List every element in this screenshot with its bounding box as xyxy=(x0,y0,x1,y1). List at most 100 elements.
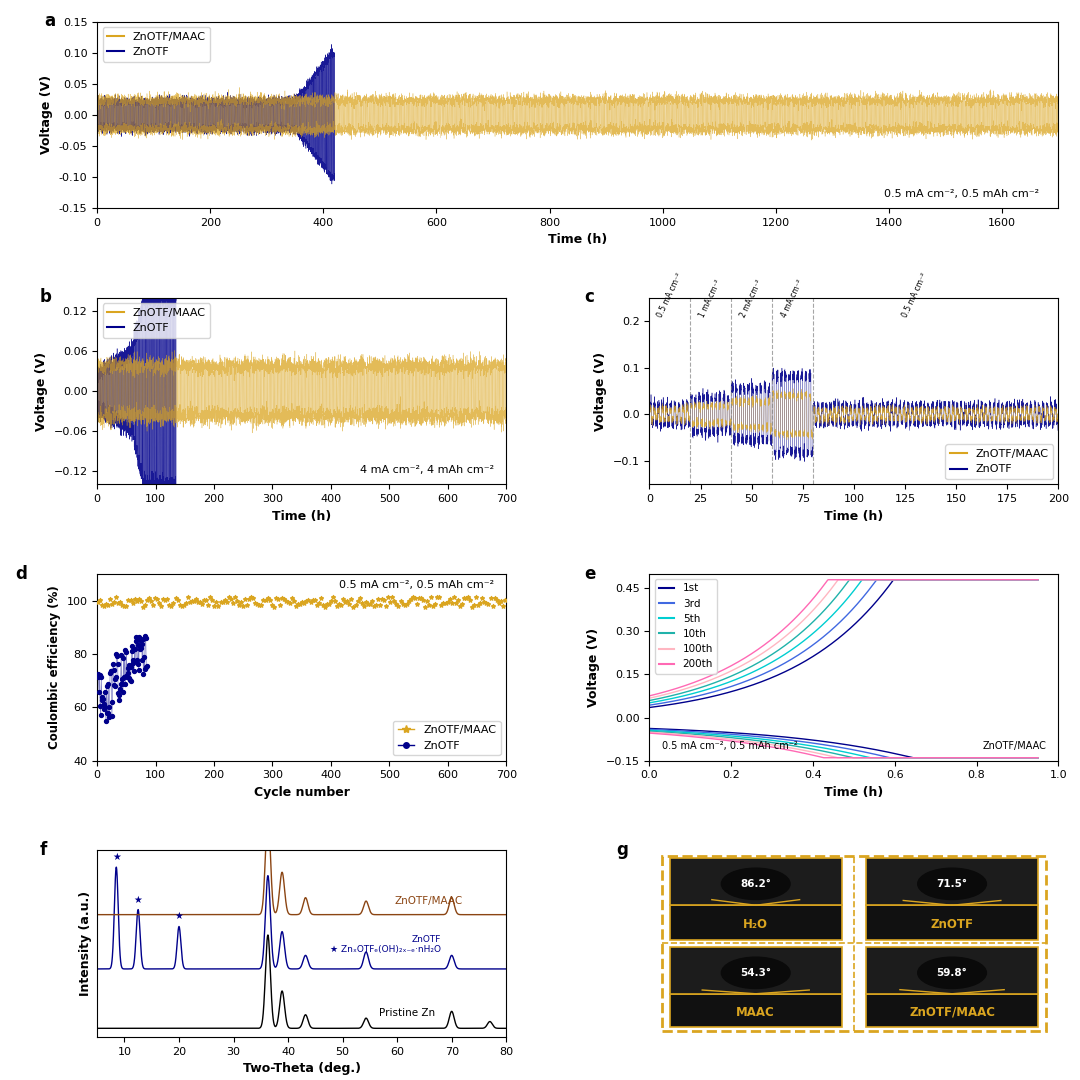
Point xyxy=(308,596,325,613)
Point xyxy=(492,593,510,610)
Point xyxy=(140,589,158,606)
Point xyxy=(369,591,387,608)
Circle shape xyxy=(918,868,986,900)
X-axis label: Cycle number: Cycle number xyxy=(254,786,350,799)
Text: H₂O: H₂O xyxy=(743,918,768,931)
Text: 0.5 mA cm⁻², 0.5 mAh cm⁻²: 0.5 mA cm⁻², 0.5 mAh cm⁻² xyxy=(339,580,494,590)
Point xyxy=(316,598,334,616)
Point xyxy=(97,713,114,730)
Point xyxy=(265,598,282,616)
Point xyxy=(109,685,126,702)
Point xyxy=(90,669,107,686)
Point xyxy=(107,670,124,687)
Point xyxy=(477,594,495,611)
X-axis label: Time (h): Time (h) xyxy=(549,233,607,246)
Text: MAAC: MAAC xyxy=(737,1005,775,1018)
Point xyxy=(138,658,156,675)
Point xyxy=(195,591,213,608)
Point xyxy=(381,594,399,611)
Text: ZnOTF/MAAC: ZnOTF/MAAC xyxy=(982,741,1047,752)
Point xyxy=(113,670,131,687)
Text: 2 mA cm⁻²: 2 mA cm⁻² xyxy=(739,278,765,319)
Text: ZnOTF
★ ZnₓOTFₑ(OH)₂ₓ₋ₑ·nH₂O: ZnOTF ★ ZnₓOTFₑ(OH)₂ₓ₋ₑ·nH₂O xyxy=(329,934,441,954)
Text: 0.5 mA cm⁻²: 0.5 mA cm⁻² xyxy=(901,271,930,319)
Text: 0.5 mA cm⁻², 0.5 mAh cm⁻²: 0.5 mA cm⁻², 0.5 mAh cm⁻² xyxy=(662,741,797,752)
Point xyxy=(239,597,256,615)
Point xyxy=(496,592,513,609)
Point xyxy=(324,589,341,606)
Point xyxy=(122,591,139,608)
Point xyxy=(461,591,478,608)
Point xyxy=(287,598,305,616)
Point xyxy=(98,705,116,723)
Point xyxy=(93,691,110,708)
Text: g: g xyxy=(617,841,629,859)
Point xyxy=(400,593,417,610)
Point xyxy=(130,590,147,607)
Point xyxy=(129,652,146,670)
Text: 4 mA cm⁻²: 4 mA cm⁻² xyxy=(780,278,806,319)
Legend: 1st, 3rd, 5th, 10th, 100th, 200th: 1st, 3rd, 5th, 10th, 100th, 200th xyxy=(654,579,717,674)
Point xyxy=(438,593,456,610)
Y-axis label: Coulombic efficiency (%): Coulombic efficiency (%) xyxy=(48,585,60,750)
Point xyxy=(204,592,221,609)
Point xyxy=(112,647,130,664)
Point xyxy=(106,677,123,694)
Point xyxy=(124,594,141,611)
Point xyxy=(90,593,107,610)
Point xyxy=(306,592,323,609)
Point xyxy=(157,592,174,609)
Point xyxy=(484,597,501,615)
Point xyxy=(328,597,346,615)
Point xyxy=(133,635,150,652)
Point xyxy=(470,597,487,615)
Point xyxy=(463,598,481,616)
Point xyxy=(102,590,119,607)
Point xyxy=(243,589,260,606)
Point xyxy=(171,596,188,613)
Point xyxy=(207,593,225,610)
Point xyxy=(269,591,286,608)
Point xyxy=(111,593,129,610)
Point xyxy=(449,592,467,609)
Point xyxy=(150,595,167,612)
Point xyxy=(353,594,370,611)
Point xyxy=(443,594,460,611)
Point xyxy=(220,589,238,606)
Y-axis label: Voltage (V): Voltage (V) xyxy=(40,76,53,154)
Text: 1 mA cm⁻²: 1 mA cm⁻² xyxy=(698,278,724,319)
Point xyxy=(134,651,151,669)
Point xyxy=(122,659,139,676)
Point xyxy=(118,644,135,661)
Y-axis label: Intensity (a.u.): Intensity (a.u.) xyxy=(79,891,92,996)
Point xyxy=(342,591,360,608)
Point xyxy=(131,629,148,646)
Point xyxy=(312,590,329,607)
Point xyxy=(248,595,266,612)
Point xyxy=(424,597,442,615)
Point xyxy=(137,630,154,647)
Point xyxy=(94,690,111,707)
Point xyxy=(420,597,437,615)
Point xyxy=(193,595,211,612)
Text: b: b xyxy=(40,288,52,307)
Point xyxy=(488,592,505,609)
Text: ★: ★ xyxy=(175,912,184,921)
Point xyxy=(429,589,446,606)
Point xyxy=(427,596,444,613)
Point xyxy=(136,596,153,613)
X-axis label: Two-Theta (deg.): Two-Theta (deg.) xyxy=(243,1062,361,1075)
Point xyxy=(163,597,180,615)
Point xyxy=(145,596,162,613)
FancyBboxPatch shape xyxy=(670,947,841,994)
Point xyxy=(132,593,149,610)
Point xyxy=(433,596,450,613)
Point xyxy=(136,627,153,645)
Point xyxy=(292,595,309,612)
Point xyxy=(482,590,499,607)
Point xyxy=(152,597,170,615)
Point xyxy=(110,686,127,703)
Point xyxy=(91,684,108,701)
Point xyxy=(378,597,395,615)
Point xyxy=(129,592,146,609)
